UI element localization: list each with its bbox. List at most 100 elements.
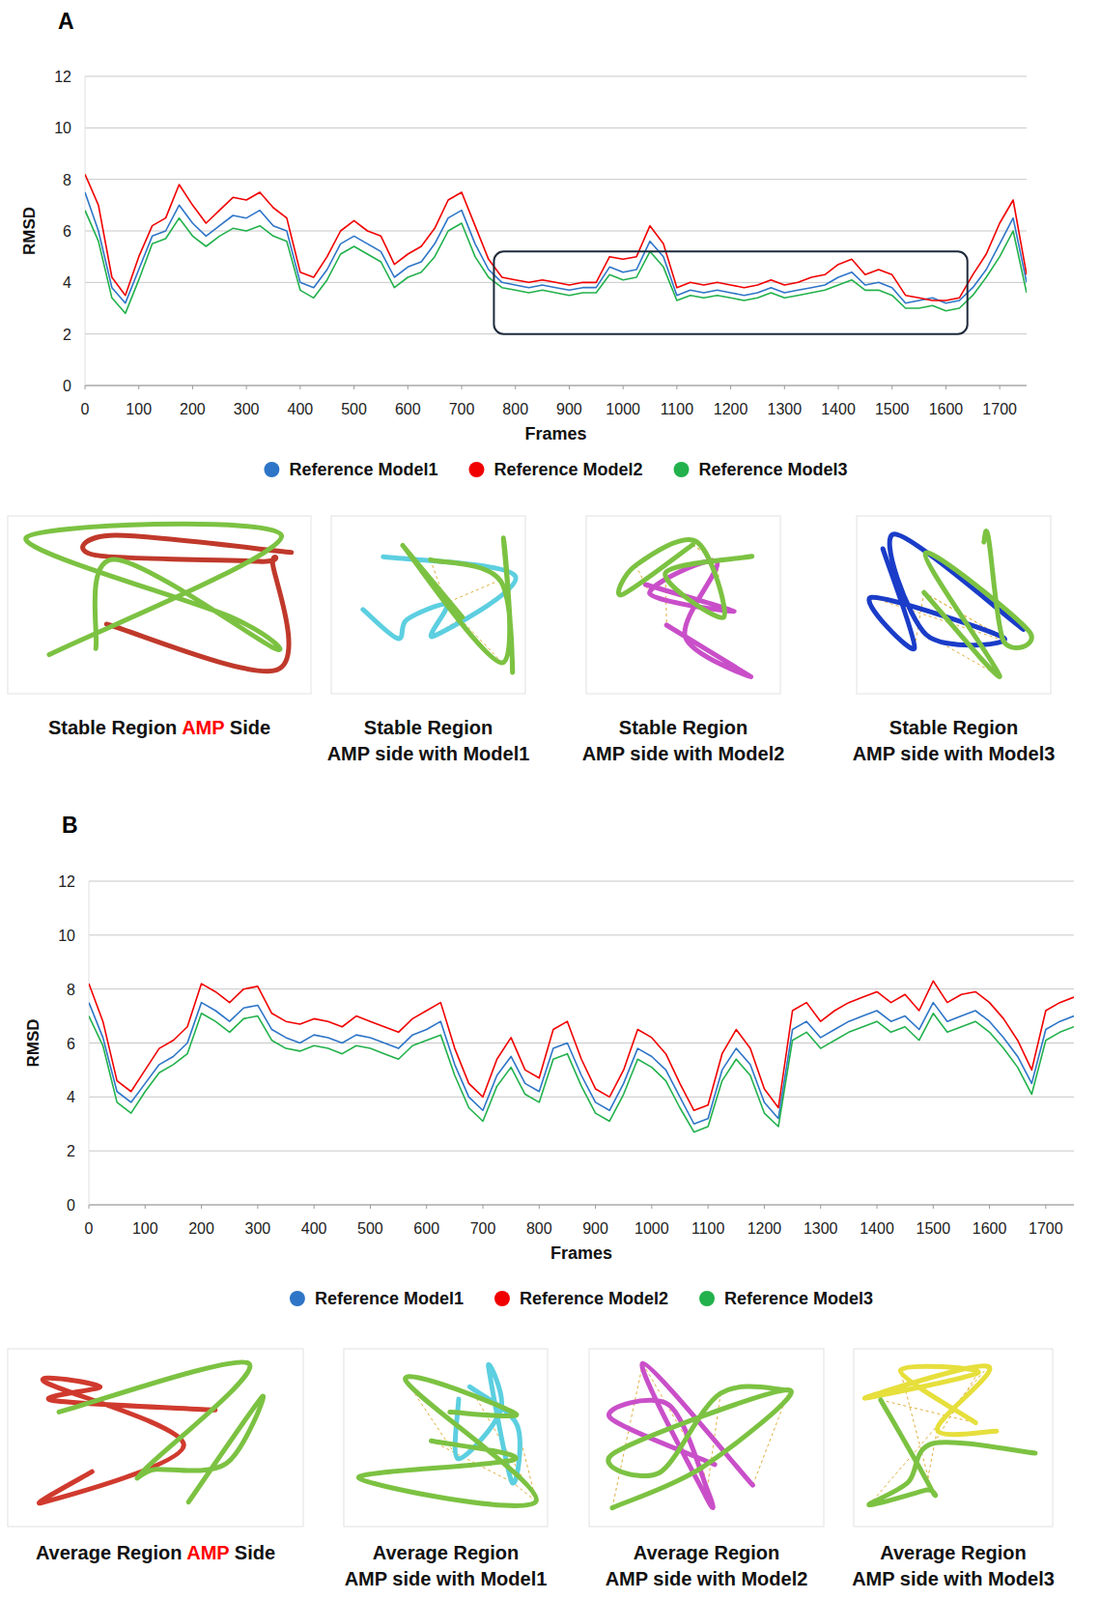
x-tick-label: 600: [394, 400, 422, 418]
legend: Reference Model1Reference Model2Referenc…: [289, 1288, 874, 1308]
series-line: [88, 1002, 1074, 1125]
image-frame: [586, 515, 781, 694]
legend-marker: [263, 461, 280, 478]
y-axis-title: RMSD: [20, 206, 39, 255]
x-tick: [568, 385, 570, 390]
x-tick-label: 400: [301, 1219, 328, 1237]
ribbon-reference: [358, 1376, 536, 1506]
x-tick: [192, 385, 194, 390]
panel-letter: A: [57, 8, 75, 34]
figure: A024681012010020030040050060070080090010…: [0, 0, 1100, 1600]
x-tick: [784, 385, 786, 390]
caption: AMP side with Model3: [851, 1567, 1055, 1589]
x-tick-label: 1200: [747, 1219, 783, 1237]
x-tick-label: 200: [188, 1219, 215, 1237]
x-tick: [932, 1204, 934, 1209]
grid-line: [88, 880, 1074, 882]
x-tick: [200, 1204, 202, 1209]
ribbon-reference: [58, 1361, 264, 1502]
x-tick-label: 1200: [713, 400, 749, 418]
caption: AMP side with Model3: [852, 742, 1056, 764]
y-tick-label: 4: [62, 274, 72, 291]
x-tick-label: 1300: [803, 1219, 839, 1237]
grid-line: [88, 1096, 1074, 1098]
caption: Stable Region: [619, 716, 748, 738]
x-tick-label: 300: [245, 1219, 272, 1237]
structure-image: [856, 515, 1051, 694]
ribbon-reference: [924, 531, 1032, 677]
x-tick-label: 1700: [982, 400, 1017, 418]
x-tick: [876, 1204, 878, 1209]
x-tick-label: 1100: [691, 1219, 726, 1237]
x-tick-label: 700: [470, 1219, 497, 1237]
x-axis-line: [84, 384, 1027, 386]
x-tick-label: 1600: [929, 400, 964, 418]
x-tick-label: 1000: [634, 1219, 670, 1237]
legend-marker: [289, 1290, 306, 1306]
y-tick-label: 12: [54, 68, 72, 85]
y-tick-label: 0: [66, 1196, 76, 1213]
x-tick: [945, 385, 947, 390]
caption: Stable Region: [364, 716, 493, 738]
panel: A024681012010020030040050060070080090010…: [7, 8, 1055, 764]
ribbon: [864, 1365, 997, 1435]
x-tick: [988, 1204, 990, 1209]
x-tick-label: 400: [287, 400, 314, 418]
caption: Average Region: [879, 1541, 1027, 1563]
grid-line: [88, 1204, 1074, 1206]
caption: Average Region AMP Side: [35, 1541, 276, 1563]
grid-line: [84, 127, 1027, 129]
caption-text: AMP: [181, 716, 225, 738]
caption: AMP side with Model1: [344, 1567, 548, 1589]
caption-text: Stable Region: [619, 716, 748, 738]
x-tick-label: 700: [449, 400, 476, 418]
x-tick-label: 0: [81, 400, 90, 418]
caption-text: AMP side with Model3: [852, 742, 1056, 764]
caption-text: Side: [224, 716, 271, 738]
y-tick-label: 2: [62, 326, 72, 343]
grid-line: [84, 385, 1027, 387]
x-tick-label: 0: [84, 1219, 94, 1237]
y-tick-label: 4: [66, 1088, 76, 1105]
x-tick: [707, 1204, 709, 1209]
legend-marker: [494, 1290, 510, 1306]
y-tick-label: 10: [54, 119, 72, 137]
y-tick-label: 8: [62, 171, 72, 189]
x-tick: [144, 1204, 146, 1209]
x-tick-label: 1000: [605, 400, 641, 418]
x-tick: [369, 1204, 371, 1209]
caption-text: AMP side with Model1: [327, 742, 531, 764]
x-tick: [763, 1204, 765, 1209]
caption-text: Side: [228, 1541, 276, 1563]
y-tick-label: 6: [62, 223, 72, 240]
x-tick: [650, 1204, 652, 1209]
x-tick: [407, 385, 409, 390]
legend-label: Reference Model2: [493, 459, 643, 480]
contact-line: [612, 1362, 644, 1507]
x-axis-title: Frames: [524, 423, 587, 444]
structure-image: [331, 515, 526, 694]
caption: AMP side with Model1: [327, 742, 531, 764]
y-axis-title: RMSD: [24, 1017, 43, 1067]
x-tick-label: 200: [179, 400, 206, 418]
legend: Reference Model1Reference Model2Referenc…: [263, 459, 847, 480]
x-tick: [622, 385, 624, 390]
x-tick-label: 1600: [972, 1219, 1008, 1237]
x-tick: [88, 1204, 90, 1209]
caption-text: AMP side with Model2: [605, 1567, 809, 1589]
x-tick: [819, 1204, 821, 1209]
ribbon-reference: [26, 523, 283, 654]
image-frame: [856, 515, 1051, 694]
ribbon: [38, 1377, 215, 1503]
legend-label: Reference Model1: [314, 1288, 464, 1308]
caption-text: AMP side with Model1: [344, 1567, 548, 1589]
x-tick: [84, 385, 86, 390]
x-tick: [461, 385, 463, 390]
y-tick-label: 0: [62, 377, 72, 395]
x-tick-label: 1400: [859, 1219, 895, 1237]
structure-image: [7, 1348, 304, 1526]
image-frame: [853, 1348, 1053, 1526]
x-tick: [999, 385, 1001, 390]
x-tick: [730, 385, 732, 390]
series-line: [88, 1013, 1074, 1132]
